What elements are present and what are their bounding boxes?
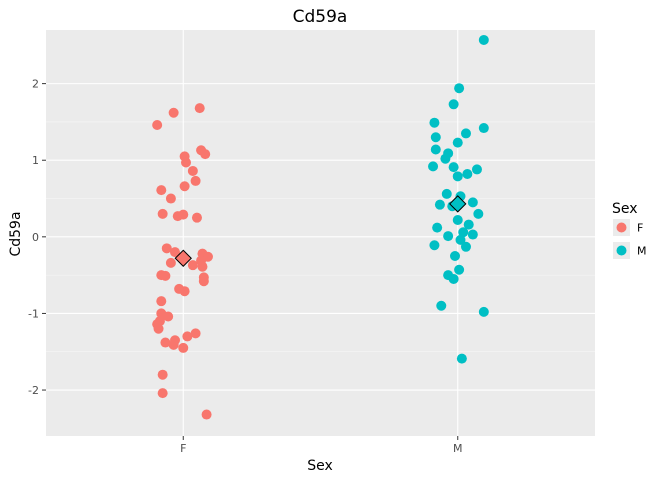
- data-point: [467, 197, 478, 208]
- legend-swatch: [616, 222, 627, 233]
- data-point: [458, 227, 469, 238]
- data-point: [168, 339, 179, 350]
- data-point: [157, 369, 168, 380]
- data-point: [200, 149, 211, 160]
- data-point: [153, 323, 164, 334]
- data-point: [436, 300, 447, 311]
- legend-label: M: [637, 245, 647, 258]
- data-point: [430, 144, 441, 155]
- data-point: [178, 342, 189, 353]
- legend-swatch: [616, 245, 627, 256]
- data-point: [152, 119, 163, 130]
- data-point: [182, 331, 193, 342]
- x-tick-label: F: [180, 442, 186, 455]
- data-point: [187, 260, 198, 271]
- y-axis-title: Cd59a: [8, 211, 24, 256]
- data-point: [460, 241, 471, 252]
- data-point: [432, 222, 443, 233]
- data-point: [448, 99, 459, 110]
- data-point: [201, 409, 212, 420]
- legend-title: Sex: [612, 201, 638, 217]
- data-point: [463, 219, 474, 230]
- data-point: [187, 165, 198, 176]
- y-tick-label: 0: [32, 231, 39, 244]
- data-point: [191, 212, 202, 223]
- data-point: [180, 157, 191, 168]
- data-point: [478, 123, 489, 134]
- data-point: [460, 128, 471, 139]
- data-point: [440, 153, 451, 164]
- data-point: [156, 185, 167, 196]
- data-point: [430, 132, 441, 143]
- data-point: [454, 264, 465, 275]
- data-point: [157, 388, 168, 399]
- data-point: [456, 353, 467, 364]
- data-point: [194, 103, 205, 114]
- data-point: [170, 247, 181, 258]
- data-point: [156, 296, 167, 307]
- data-point: [160, 337, 171, 348]
- data-point: [172, 211, 183, 222]
- data-point: [190, 175, 201, 186]
- data-point: [462, 169, 473, 180]
- data-point: [441, 188, 452, 199]
- data-point: [161, 243, 172, 254]
- data-point: [190, 328, 201, 339]
- data-point: [454, 83, 465, 94]
- data-point: [478, 34, 489, 45]
- data-point: [434, 199, 445, 210]
- data-point: [197, 261, 208, 272]
- data-point: [448, 273, 459, 284]
- data-point: [168, 107, 179, 118]
- data-point: [160, 270, 171, 281]
- legend: Sex FM: [612, 201, 647, 259]
- mean-marker: [449, 195, 467, 213]
- data-point: [452, 214, 463, 225]
- x-tick-label: M: [453, 442, 463, 455]
- y-tick-label: -2: [28, 384, 39, 397]
- data-point: [471, 164, 482, 175]
- data-points: [152, 34, 489, 420]
- y-tick-label: 2: [32, 78, 39, 91]
- y-axis: -2 -1 0 1 2: [28, 78, 46, 397]
- data-point: [179, 286, 190, 297]
- data-point: [443, 231, 454, 242]
- data-point: [165, 257, 176, 268]
- data-point: [473, 208, 484, 219]
- plot-panel: [46, 30, 595, 436]
- data-point: [429, 240, 440, 251]
- grid-lines: [46, 30, 595, 436]
- chart-title: Cd59a: [293, 7, 348, 27]
- data-point: [478, 306, 489, 317]
- data-point: [157, 208, 168, 219]
- data-point: [163, 311, 174, 322]
- y-tick-label: 1: [32, 154, 39, 167]
- data-point: [452, 137, 463, 148]
- data-point: [455, 234, 466, 245]
- mean-marker: [174, 249, 192, 267]
- data-point: [165, 193, 176, 204]
- data-point: [428, 161, 439, 172]
- mean-markers: [174, 195, 467, 267]
- data-point: [179, 181, 190, 192]
- data-point: [198, 276, 209, 287]
- x-axis-title: Sex: [307, 458, 333, 474]
- data-point: [467, 229, 478, 240]
- y-tick-label: -1: [28, 307, 39, 320]
- data-point: [452, 171, 463, 182]
- data-point: [450, 250, 461, 261]
- data-point: [429, 117, 440, 128]
- data-point: [448, 162, 459, 173]
- legend-label: F: [637, 222, 643, 235]
